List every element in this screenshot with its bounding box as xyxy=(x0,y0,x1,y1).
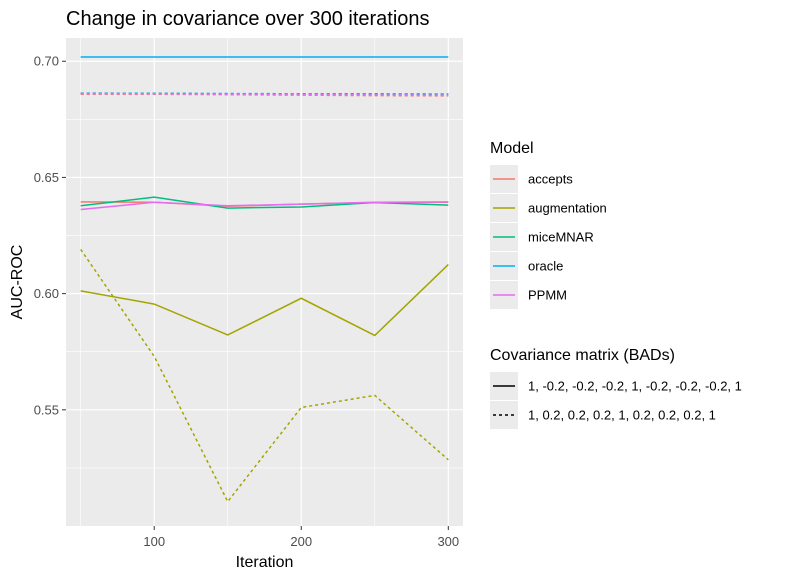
series-lines xyxy=(80,56,449,503)
legend-label-micemnar: miceMNAR xyxy=(528,230,594,245)
x-tick-label: 300 xyxy=(437,534,459,549)
x-tick-label: 200 xyxy=(290,534,312,549)
model-legend: Model accepts augmentation miceMNAR oracle P… xyxy=(490,140,607,309)
legend-label-covariance: 1, 0.2, 0.2, 0.2, 1, 0.2, 0.2, 0.2, 1 xyxy=(528,408,716,423)
series-line-ppmm-dashed xyxy=(80,92,449,96)
legend-label-covariance: 1, -0.2, -0.2, -0.2, 1, -0.2, -0.2, -0.2… xyxy=(528,379,742,394)
legend-label-ppmm: PPMM xyxy=(528,288,567,303)
series-line-augmentation-dashed xyxy=(80,249,449,503)
series-line-augmentation-solid xyxy=(80,264,449,337)
y-axis: 0.55 0.60 0.65 0.70 xyxy=(34,54,66,417)
chart-title: Change in covariance over 300 iterations xyxy=(66,8,430,30)
plot-panel xyxy=(66,38,463,526)
y-tick-label: 0.60 xyxy=(34,286,59,301)
y-tick-label: 0.70 xyxy=(34,54,59,69)
series-line-ppmm-solid xyxy=(80,201,449,211)
legend-label-accepts: accepts xyxy=(528,172,573,187)
x-axis-title: Iteration xyxy=(236,554,294,571)
covariance-legend-title: Covariance matrix (BADs) xyxy=(490,347,675,364)
x-tick-label: 100 xyxy=(143,534,165,549)
y-tick-label: 0.55 xyxy=(34,402,59,417)
model-legend-title: Model xyxy=(490,140,534,157)
legend-label-augmentation: augmentation xyxy=(528,201,607,216)
covariance-legend: Covariance matrix (BADs) 1, -0.2, -0.2, … xyxy=(490,347,742,429)
y-tick-label: 0.65 xyxy=(34,170,59,185)
minor-gridlines xyxy=(66,38,463,526)
x-axis: 100 200 300 xyxy=(143,526,459,549)
legend-label-oracle: oracle xyxy=(528,259,563,274)
y-axis-title: AUC-ROC xyxy=(9,245,26,320)
major-gridlines xyxy=(66,38,463,526)
